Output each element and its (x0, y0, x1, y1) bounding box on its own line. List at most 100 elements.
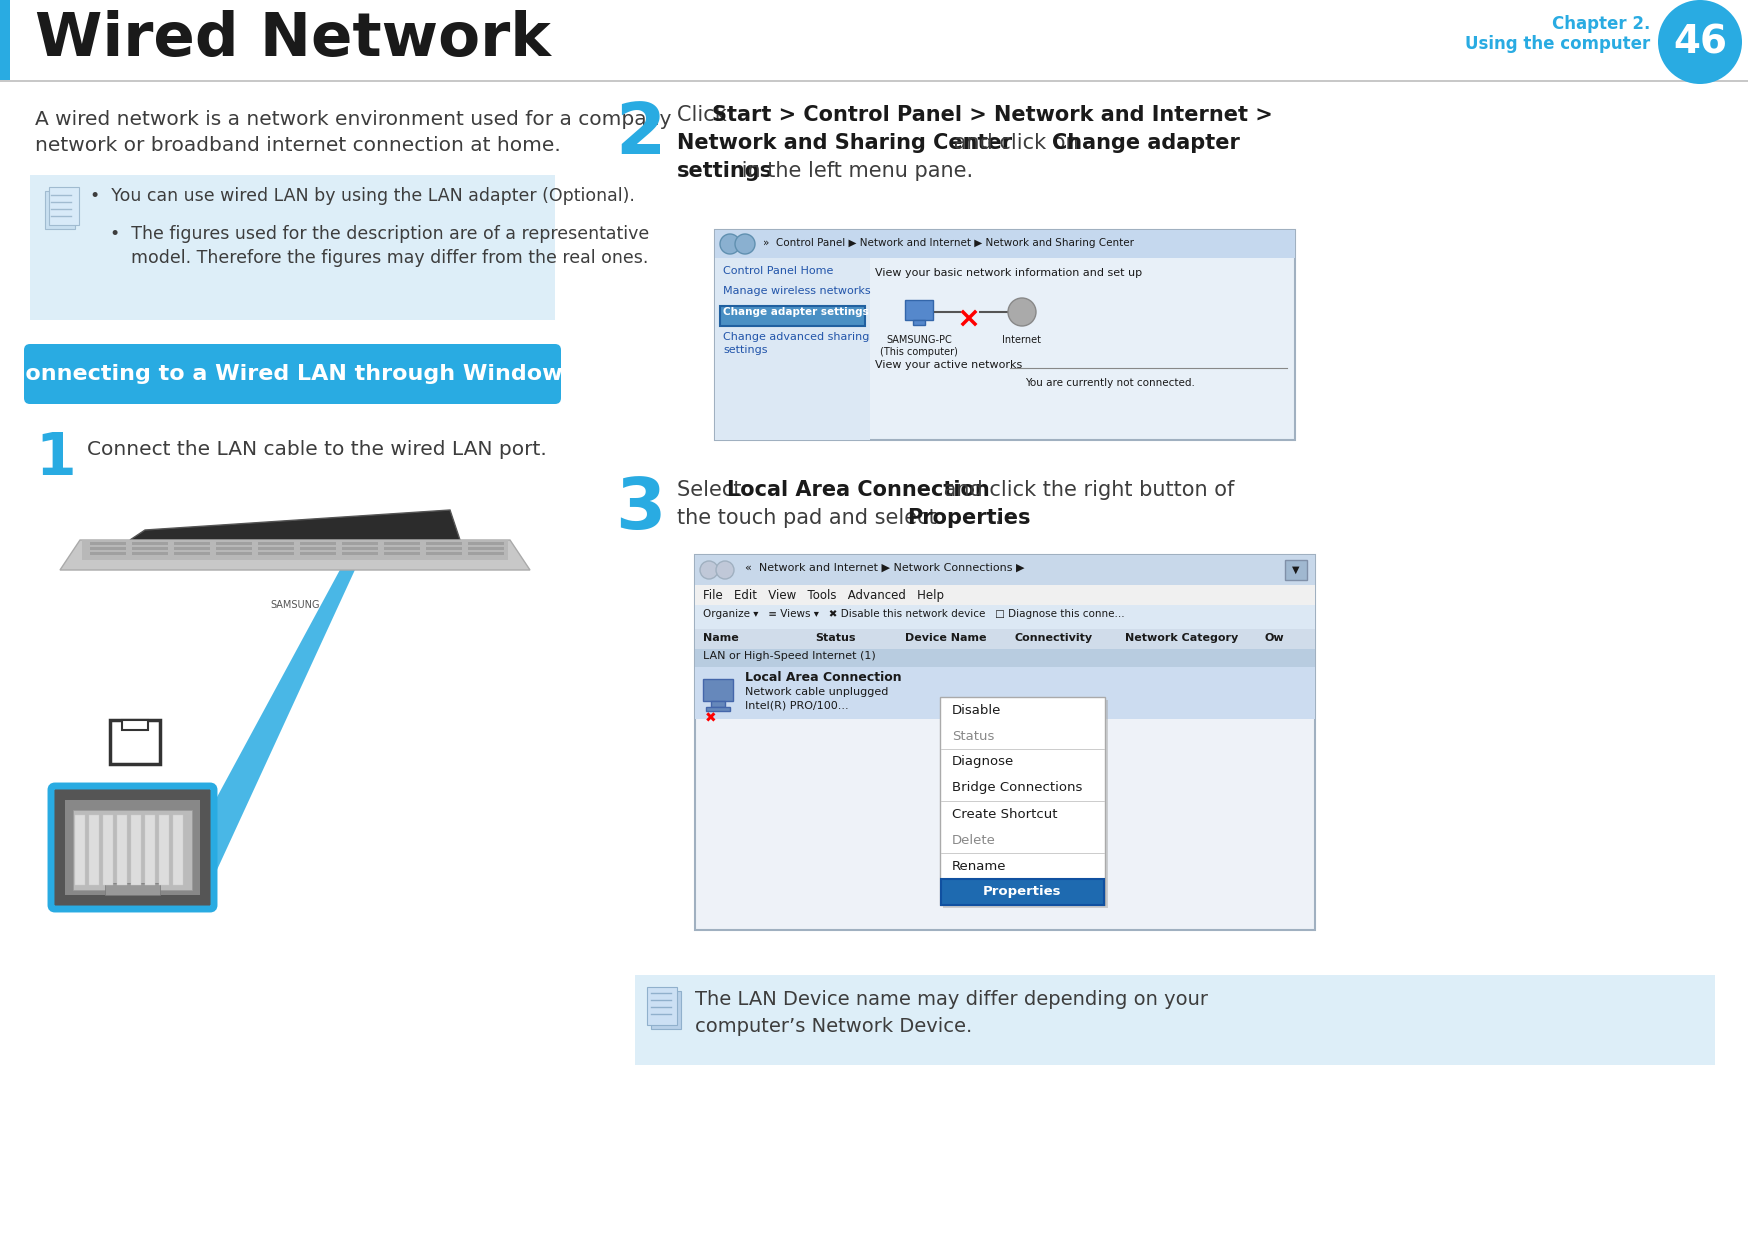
Bar (942, 700, 1108, 908)
Bar (694, 606, 1314, 629)
Text: Bridge Connections: Bridge Connections (951, 782, 1082, 794)
Bar (694, 666, 1314, 719)
Text: Connect the LAN cable to the wired LAN port.: Connect the LAN cable to the wired LAN p… (87, 441, 547, 459)
Text: View your active networks: View your active networks (874, 360, 1021, 370)
Bar (122, 720, 149, 730)
Text: Local Area Connection: Local Area Connection (727, 480, 989, 500)
Text: Internet: Internet (1002, 335, 1040, 345)
Text: Manage wireless networks: Manage wireless networks (722, 285, 871, 297)
Bar (89, 547, 126, 550)
Bar (706, 707, 729, 711)
Bar (1285, 560, 1306, 580)
Bar (117, 815, 128, 885)
Bar (103, 815, 114, 885)
Bar (65, 800, 199, 895)
Bar (45, 191, 75, 230)
Polygon shape (82, 540, 507, 560)
Bar (635, 975, 1715, 1065)
Bar (427, 542, 461, 545)
Bar (215, 552, 252, 555)
Text: LAN or High-Speed Internet (1): LAN or High-Speed Internet (1) (703, 652, 876, 661)
Text: Connecting to a Wired LAN through Windows: Connecting to a Wired LAN through Window… (9, 364, 575, 383)
Bar (468, 542, 503, 545)
Text: SAMSUNG: SAMSUNG (271, 599, 320, 611)
Bar (173, 547, 210, 550)
Text: computer’s Network Device.: computer’s Network Device. (694, 1018, 972, 1036)
Text: «  Network and Internet ▶ Network Connections ▶: « Network and Internet ▶ Network Connect… (745, 563, 1024, 573)
Bar (650, 992, 680, 1029)
Bar (0, 79, 1748, 82)
Text: the touch pad and select: the touch pad and select (676, 508, 942, 527)
Text: SAMSUNG-PC
(This computer): SAMSUNG-PC (This computer) (879, 335, 958, 356)
Text: Properties: Properties (907, 508, 1030, 527)
Text: Network and Sharing Center: Network and Sharing Center (676, 133, 1012, 153)
Text: model. Therefore the figures may differ from the real ones.: model. Therefore the figures may differ … (131, 249, 649, 267)
Polygon shape (129, 510, 460, 540)
Text: Delete: Delete (951, 834, 995, 846)
Text: ▼: ▼ (1292, 565, 1299, 575)
Text: Change advanced sharing
settings: Change advanced sharing settings (722, 333, 869, 355)
Text: •  The figures used for the description are of a representative: • The figures used for the description a… (110, 225, 649, 243)
Circle shape (734, 235, 755, 254)
Text: ✖: ✖ (704, 711, 717, 725)
Text: Status: Status (815, 633, 855, 643)
Bar (694, 555, 1314, 930)
Text: Network Category: Network Category (1124, 633, 1238, 643)
Bar (715, 230, 1294, 258)
Bar (173, 815, 184, 885)
Text: Ow: Ow (1264, 633, 1283, 643)
Bar (110, 720, 159, 764)
Circle shape (699, 561, 718, 580)
Bar (939, 697, 1105, 905)
Bar (49, 187, 79, 225)
Bar (468, 547, 503, 550)
Bar (694, 585, 1314, 606)
Text: network or broadband internet connection at home.: network or broadband internet connection… (35, 137, 561, 155)
Bar (259, 552, 294, 555)
Circle shape (715, 561, 734, 580)
Bar (159, 815, 170, 885)
Bar (468, 552, 503, 555)
Text: .: . (995, 508, 1002, 527)
Text: »  Control Panel ▶ Network and Internet ▶ Network and Sharing Center: » Control Panel ▶ Network and Internet ▶… (762, 238, 1133, 248)
Text: Network cable unplugged: Network cable unplugged (745, 688, 888, 697)
Text: in the left menu pane.: in the left menu pane. (734, 161, 972, 181)
Text: Name: Name (703, 633, 738, 643)
Bar (301, 542, 336, 545)
Bar (259, 547, 294, 550)
Text: You are currently not connected.: You are currently not connected. (1024, 379, 1194, 388)
Bar (720, 307, 865, 326)
Polygon shape (145, 540, 444, 555)
Bar (385, 547, 420, 550)
Text: 46: 46 (1673, 24, 1725, 61)
Bar (694, 629, 1314, 649)
Bar (301, 547, 336, 550)
Circle shape (1657, 0, 1741, 84)
Text: •  You can use wired LAN by using the LAN adapter (Optional).: • You can use wired LAN by using the LAN… (89, 187, 635, 205)
Bar (131, 815, 142, 885)
Bar (173, 542, 210, 545)
Bar (715, 258, 869, 441)
Text: Intel(R) PRO/100...: Intel(R) PRO/100... (745, 701, 848, 711)
Text: Connectivity: Connectivity (1014, 633, 1092, 643)
Bar (715, 230, 1294, 441)
Bar (89, 552, 126, 555)
Text: Status: Status (951, 730, 995, 742)
Text: Rename: Rename (951, 860, 1005, 872)
Text: Local Area Connection: Local Area Connection (745, 671, 902, 684)
FancyBboxPatch shape (51, 786, 213, 908)
FancyBboxPatch shape (24, 344, 561, 405)
Text: Control Panel Home: Control Panel Home (722, 266, 832, 276)
Bar (259, 542, 294, 545)
Circle shape (720, 235, 739, 254)
Text: The LAN Device name may differ depending on your: The LAN Device name may differ depending… (694, 990, 1208, 1009)
Text: View your basic network information and set up: View your basic network information and … (874, 268, 1141, 278)
Bar (131, 547, 168, 550)
Text: Click: Click (676, 105, 732, 125)
Bar (73, 810, 192, 890)
Bar (904, 300, 932, 320)
Text: A wired network is a network environment used for a company: A wired network is a network environment… (35, 110, 671, 129)
Text: settings: settings (676, 161, 773, 181)
Bar (131, 542, 168, 545)
Bar (694, 555, 1314, 585)
